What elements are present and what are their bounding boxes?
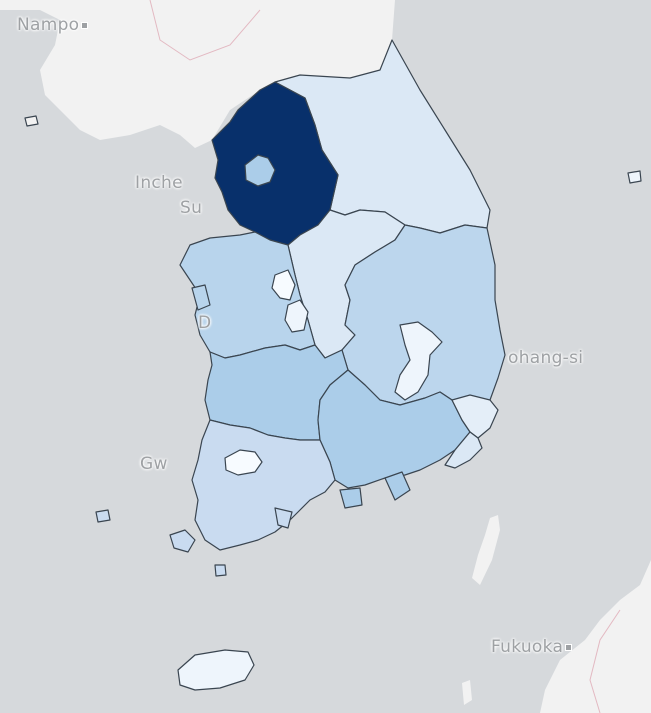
city-label-nampo: Nampo	[17, 15, 89, 35]
region-gyeongnam[interactable]	[317, 369, 471, 489]
region-jeonnam[interactable]	[191, 419, 336, 551]
region-ulsan[interactable]	[451, 394, 499, 439]
border-line	[149, 0, 261, 61]
city-label-pohang: ohang-si	[508, 348, 584, 368]
island	[169, 529, 196, 553]
japan-small-island	[462, 680, 472, 705]
region-seoul[interactable]	[244, 154, 276, 187]
city-marker-icon	[565, 643, 573, 651]
island	[339, 487, 363, 509]
region-jeju[interactable]	[177, 649, 255, 691]
city-label-fukuoka: Fukuoka	[491, 637, 573, 657]
north-korea-landmass	[0, 0, 395, 148]
border-line	[589, 609, 621, 713]
island	[95, 509, 111, 523]
japan-island	[472, 515, 500, 585]
island	[191, 284, 211, 311]
region-daegu[interactable]	[394, 321, 443, 401]
region-daejeon[interactable]	[284, 299, 309, 333]
city-label-gwangju: Gw	[140, 454, 168, 474]
capital-marker-icon	[81, 21, 89, 29]
region-sejong[interactable]	[271, 269, 296, 301]
island	[627, 170, 642, 184]
island	[384, 471, 411, 501]
region-busan[interactable]	[444, 431, 483, 469]
island	[24, 115, 39, 127]
island	[214, 564, 227, 577]
island	[274, 507, 293, 529]
region-gwangju[interactable]	[224, 449, 263, 476]
japan-landmass	[540, 560, 651, 713]
city-label-incheon: Inche	[135, 173, 183, 193]
city-label-seoul: Su	[180, 198, 203, 218]
city-label-daejeon: D	[198, 313, 212, 333]
regions	[24, 39, 642, 691]
